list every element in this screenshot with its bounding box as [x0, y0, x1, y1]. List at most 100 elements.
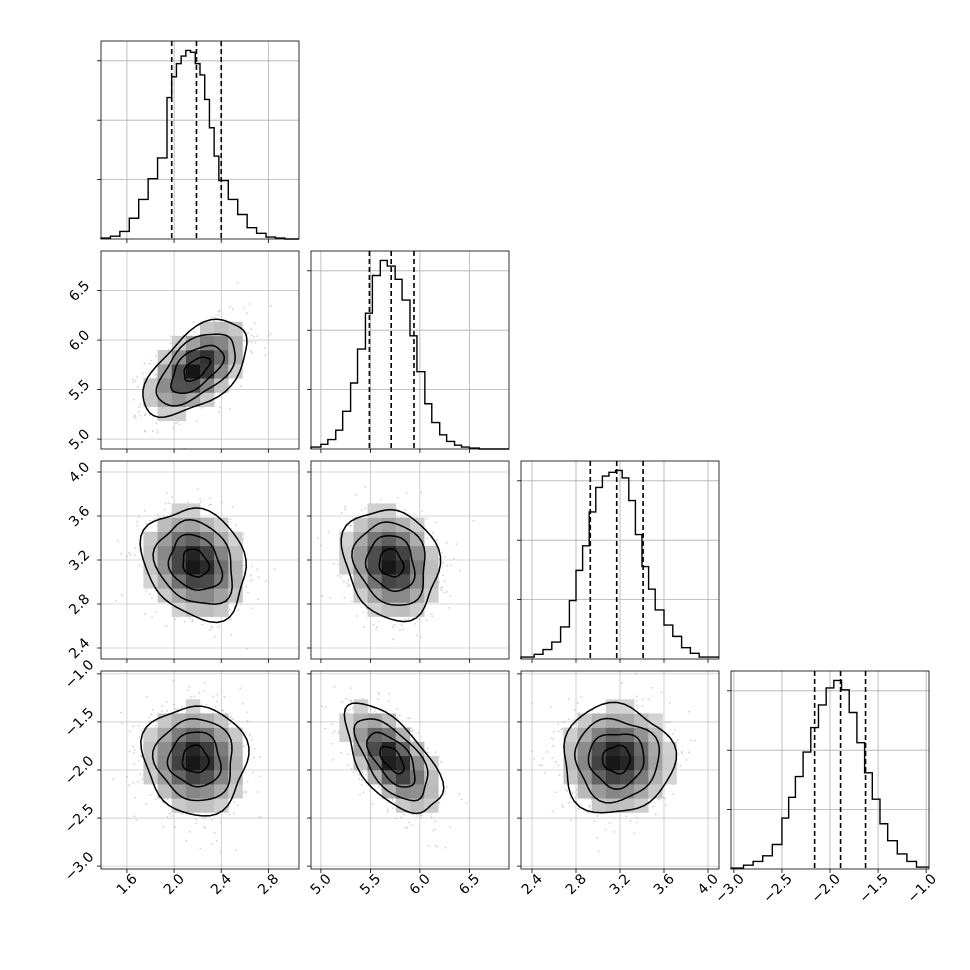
scatter-point	[414, 622, 416, 625]
scatter-point	[257, 576, 260, 579]
scatter-point	[248, 733, 251, 736]
scatter-point	[139, 773, 142, 776]
scatter-point	[420, 816, 423, 819]
scatter-point	[406, 492, 408, 494]
density-cell	[157, 784, 173, 799]
scatter-point	[144, 413, 147, 415]
scatter-point	[377, 691, 379, 694]
scatter-point	[449, 826, 452, 829]
contour-line-2	[351, 521, 426, 606]
histogram-panel-0	[97, 40, 300, 243]
scatter-point	[191, 620, 193, 622]
scatter-point	[436, 845, 439, 848]
scatter-point	[156, 429, 159, 432]
density-cell	[214, 335, 229, 351]
histogram-panel-1	[307, 250, 510, 453]
scatter-point	[239, 603, 242, 606]
scatter-point	[181, 812, 184, 815]
density-cell	[185, 741, 201, 757]
scatter-point	[134, 796, 137, 799]
scatter-point	[421, 510, 424, 512]
scatter-point	[141, 372, 144, 375]
scatter-point	[131, 378, 134, 381]
scatter-point	[250, 574, 252, 577]
scatter-point	[465, 802, 468, 804]
joint-content	[96, 282, 272, 449]
scatter-point	[444, 556, 446, 559]
scatter-point	[218, 411, 221, 413]
scatter-point	[221, 501, 224, 504]
density-cell	[200, 560, 215, 575]
contour-line-2	[152, 518, 233, 605]
scatter-point	[229, 608, 232, 611]
scatter-point	[442, 574, 444, 577]
scatter-point	[145, 590, 148, 592]
density-cell	[339, 727, 354, 743]
scatter-point	[373, 710, 376, 713]
scatter-point	[444, 790, 446, 793]
scatter-point	[193, 695, 196, 698]
density-cell	[367, 574, 383, 589]
scatter-point	[442, 561, 444, 564]
density-cell	[200, 531, 215, 547]
scatter-point	[237, 804, 239, 807]
density-cell	[353, 699, 368, 714]
scatter-point	[411, 730, 413, 733]
scatter-point	[228, 813, 231, 816]
scatter-point	[229, 518, 232, 521]
density-cell	[395, 741, 411, 757]
scatter-point	[229, 716, 232, 718]
scatter-point	[166, 798, 169, 801]
scatter-point	[202, 817, 205, 820]
scatter-point	[96, 410, 98, 412]
scatter-point	[218, 309, 221, 312]
density-cell	[200, 741, 215, 757]
scatter-point	[348, 584, 350, 586]
scatter-point	[222, 709, 225, 711]
histogram-series-2	[520, 469, 719, 659]
density-cell	[410, 784, 425, 799]
scatter-point	[154, 798, 157, 801]
scatter-point	[216, 693, 219, 696]
scatter-point	[135, 819, 138, 822]
scatter-point	[242, 791, 245, 794]
scatter-point	[185, 839, 188, 842]
scatter-point	[174, 826, 177, 829]
scatter-point	[434, 751, 437, 754]
scatter-point	[128, 750, 131, 753]
scatter-point	[138, 759, 140, 762]
scatter-point	[133, 815, 136, 818]
density-cell	[353, 574, 368, 589]
scatter-point	[337, 730, 340, 733]
scatter-point	[449, 594, 452, 597]
density-cell	[185, 770, 201, 785]
density-cell	[228, 321, 243, 337]
scatter-point	[244, 790, 247, 793]
density-cell	[353, 588, 368, 603]
density-cell	[339, 531, 354, 547]
scatter-point	[446, 785, 448, 788]
density-cell	[424, 545, 439, 561]
scatter-point	[209, 629, 211, 631]
scatter-point	[214, 705, 217, 708]
scatter-point	[435, 521, 438, 524]
scatter-point	[256, 568, 258, 571]
scatter-point	[219, 851, 222, 853]
density-cell	[171, 406, 187, 422]
scatter-point	[419, 636, 422, 639]
scatter-point	[156, 431, 159, 434]
scatter-point	[114, 600, 117, 602]
scatter-point	[216, 840, 218, 842]
scatter-point	[166, 492, 168, 494]
scatter-point	[243, 340, 246, 342]
scatter-point	[173, 703, 176, 706]
scatter-point	[351, 707, 354, 709]
scatter-point	[440, 760, 442, 763]
scatter-point	[137, 780, 139, 783]
scatter-point	[201, 406, 203, 409]
scatter-point	[154, 518, 157, 520]
density-cell	[339, 713, 354, 728]
scatter-point	[343, 596, 346, 599]
scatter-point	[270, 304, 272, 307]
density-cell	[200, 602, 215, 617]
